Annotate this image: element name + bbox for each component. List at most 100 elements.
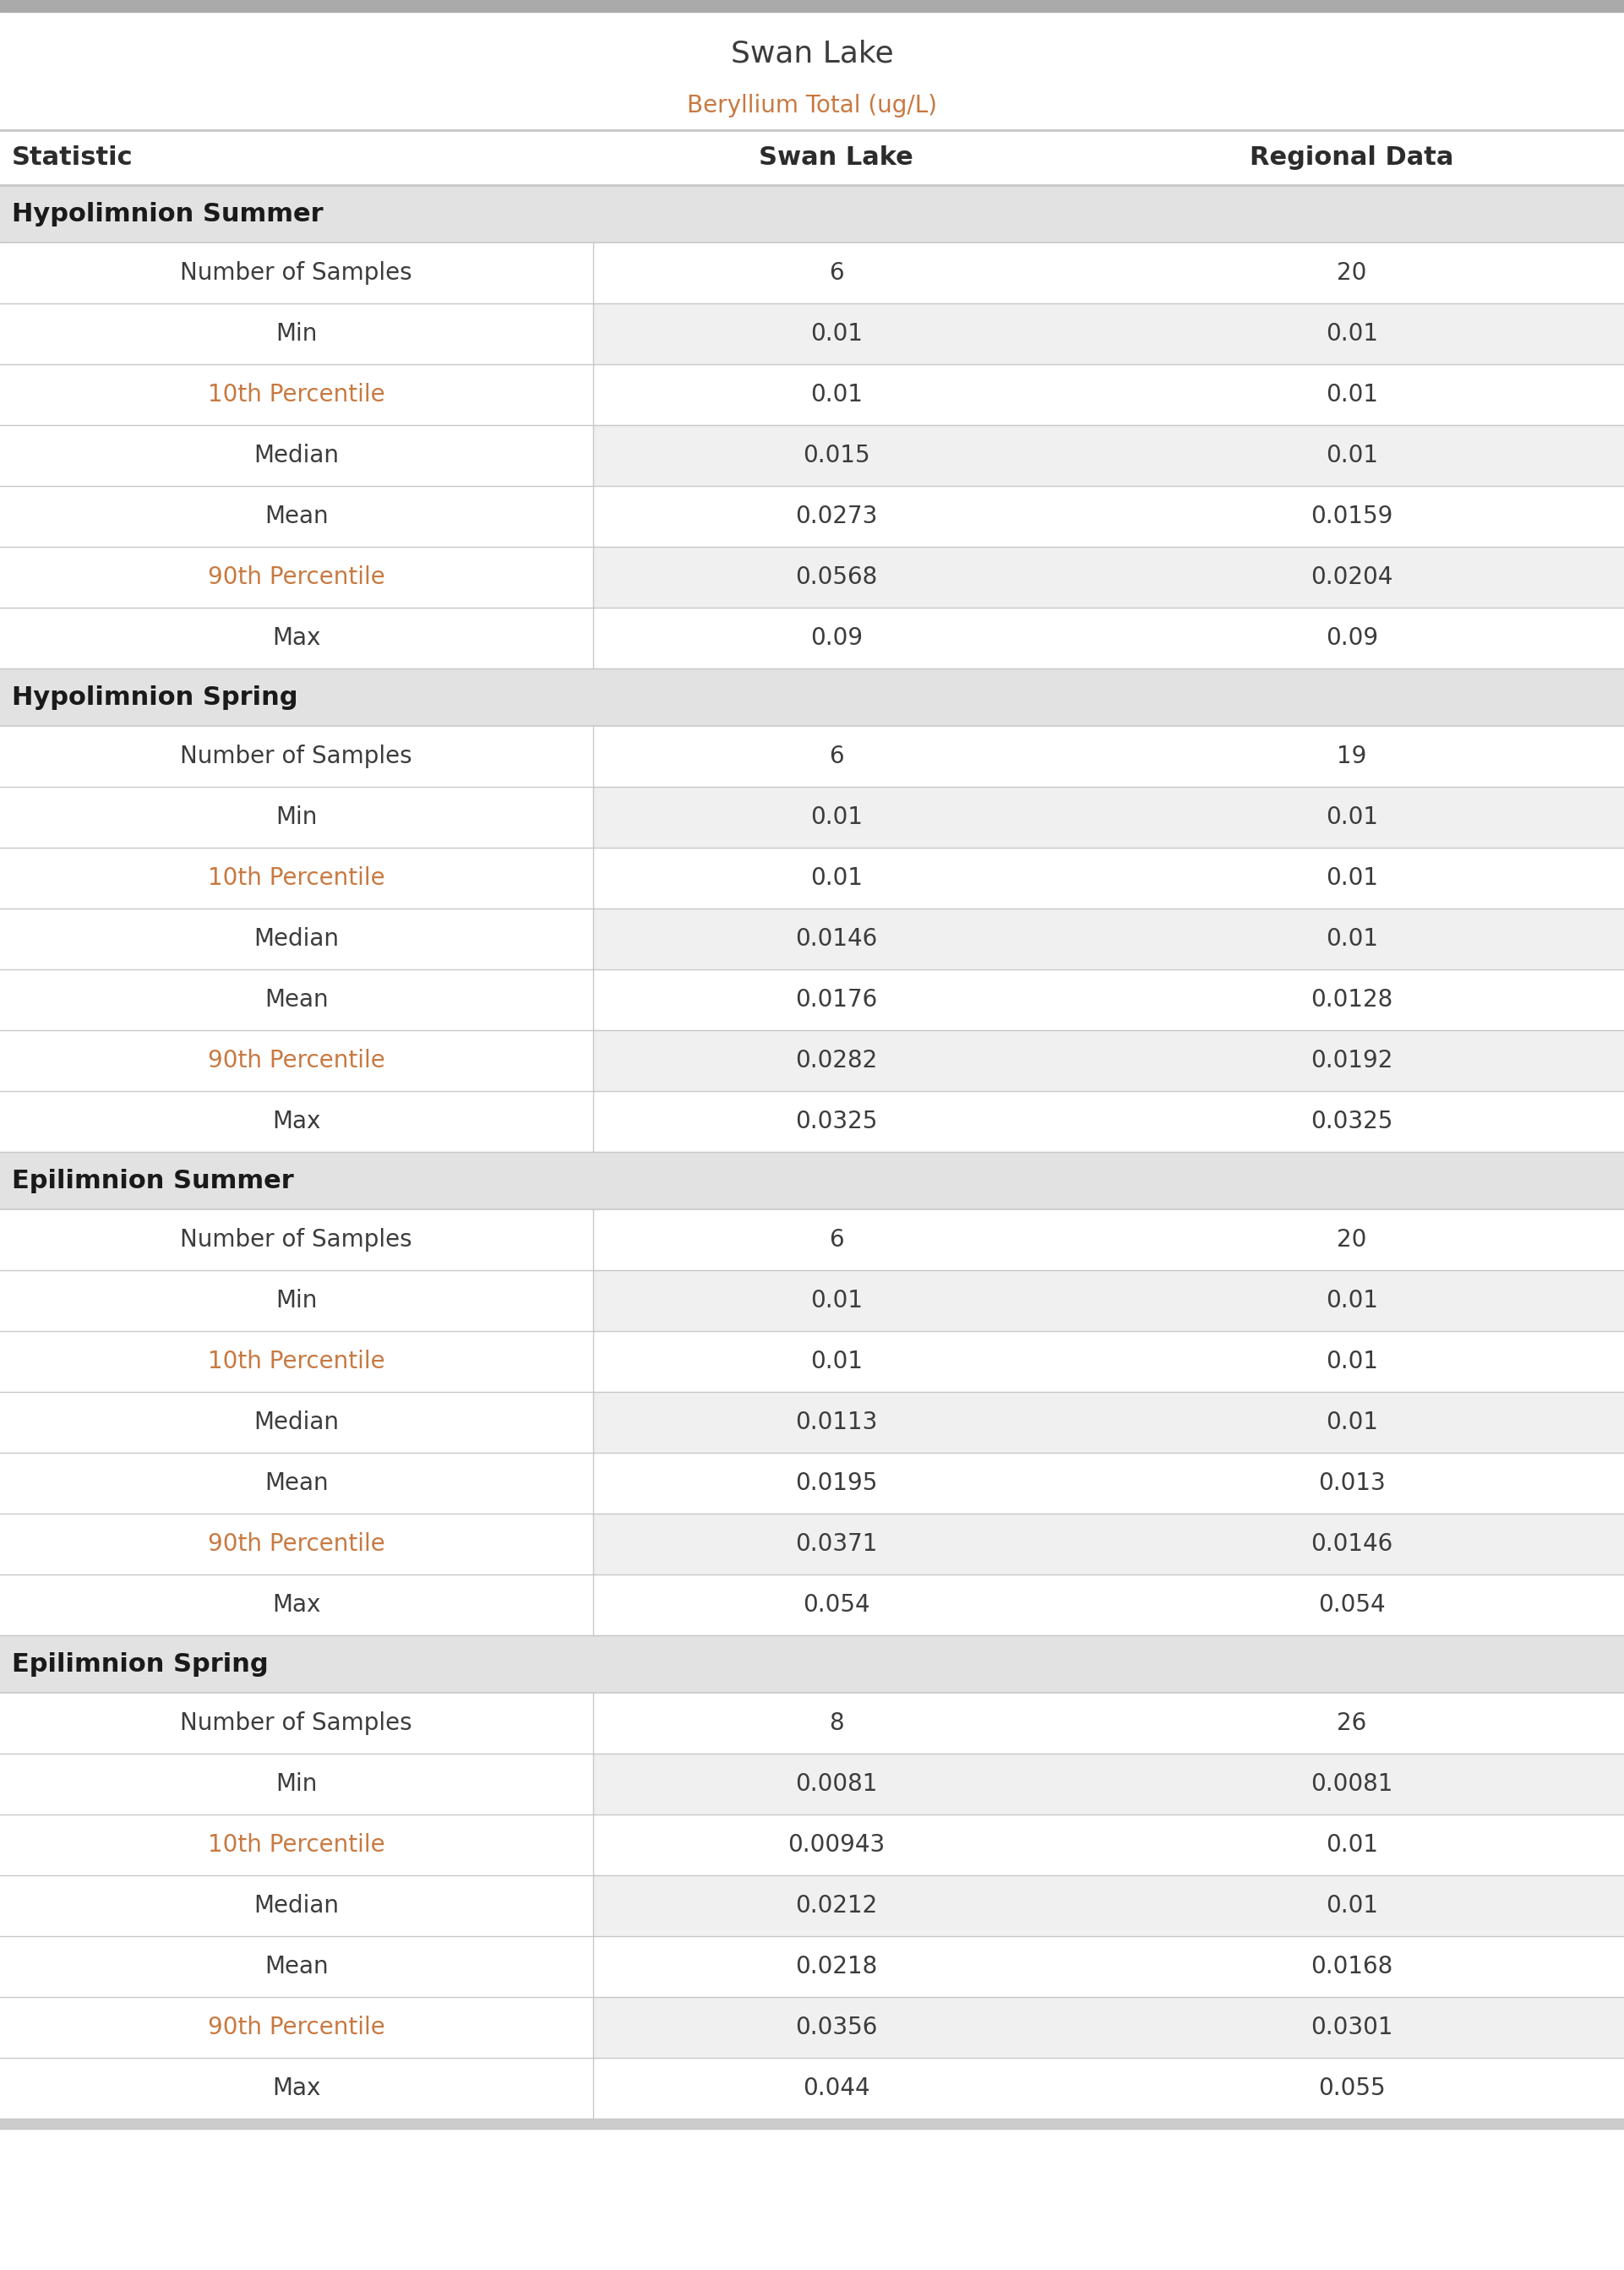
Text: 0.0081: 0.0081	[796, 1773, 877, 1796]
Text: 0.01: 0.01	[1325, 1834, 1379, 1857]
Bar	[0, 969, 593, 1031]
Text: 0.054: 0.054	[1319, 1594, 1385, 1616]
Bar	[0, 186, 1624, 243]
Text: 0.0282: 0.0282	[796, 1049, 877, 1071]
Text: 10th Percentile: 10th Percentile	[208, 867, 385, 890]
Text: Median: Median	[253, 1893, 339, 1918]
Bar	[593, 908, 1624, 969]
Text: Median: Median	[253, 926, 339, 951]
Text: Max: Max	[273, 627, 320, 649]
Bar	[593, 1998, 1624, 2059]
Bar	[0, 1031, 593, 1092]
Text: 20: 20	[1337, 1228, 1367, 1251]
Text: Statistic: Statistic	[11, 145, 133, 170]
Text: Mean: Mean	[265, 987, 328, 1012]
Text: 0.01: 0.01	[1325, 867, 1379, 890]
Bar	[593, 2059, 1624, 2118]
Bar	[593, 1693, 1624, 1755]
Text: 0.0113: 0.0113	[796, 1410, 877, 1435]
Text: 0.0176: 0.0176	[796, 987, 877, 1012]
Text: Number of Samples: Number of Samples	[180, 1228, 412, 1251]
Bar	[593, 363, 1624, 424]
Text: 0.0128: 0.0128	[1311, 987, 1393, 1012]
Text: 0.01: 0.01	[1325, 806, 1379, 829]
Bar	[0, 1392, 593, 1453]
Text: 0.0218: 0.0218	[796, 1954, 877, 1979]
Text: Median: Median	[253, 1410, 339, 1435]
Text: 26: 26	[1337, 1712, 1367, 1734]
Text: 0.054: 0.054	[802, 1594, 870, 1616]
Bar	[0, 486, 593, 547]
Text: 0.055: 0.055	[1319, 2077, 1385, 2100]
Text: Mean: Mean	[265, 504, 328, 529]
Text: 0.01: 0.01	[810, 1351, 862, 1373]
Bar	[0, 788, 593, 847]
Bar	[593, 1453, 1624, 1514]
Text: 10th Percentile: 10th Percentile	[208, 384, 385, 406]
Text: Max: Max	[273, 2077, 320, 2100]
Text: 90th Percentile: 90th Percentile	[208, 2016, 385, 2038]
Text: 6: 6	[828, 261, 844, 284]
Bar	[0, 1875, 593, 1936]
Bar	[593, 1392, 1624, 1453]
Text: 0.0371: 0.0371	[796, 1532, 877, 1555]
Text: 90th Percentile: 90th Percentile	[208, 1532, 385, 1555]
Bar	[593, 243, 1624, 304]
Bar	[0, 1271, 593, 1330]
Text: 0.01: 0.01	[1325, 1351, 1379, 1373]
Text: 0.01: 0.01	[810, 867, 862, 890]
Bar	[593, 726, 1624, 788]
Bar	[593, 1330, 1624, 1392]
Bar	[0, 2059, 593, 2118]
Text: Number of Samples: Number of Samples	[180, 1712, 412, 1734]
Bar	[0, 363, 593, 424]
Text: 0.0568: 0.0568	[796, 565, 877, 588]
Text: 6: 6	[828, 1228, 844, 1251]
Bar	[0, 2118, 1624, 2129]
Text: 0.01: 0.01	[810, 806, 862, 829]
Text: 0.0195: 0.0195	[796, 1471, 877, 1496]
Text: Number of Samples: Number of Samples	[180, 261, 412, 284]
Text: 8: 8	[828, 1712, 844, 1734]
Text: 0.01: 0.01	[1325, 926, 1379, 951]
Bar	[0, 1210, 593, 1271]
Text: 0.0325: 0.0325	[796, 1110, 877, 1133]
Bar	[593, 788, 1624, 847]
Bar	[0, 1151, 1624, 1210]
Text: 0.09: 0.09	[810, 627, 862, 649]
Text: Hypolimnion Spring: Hypolimnion Spring	[11, 686, 297, 711]
Text: 10th Percentile: 10th Percentile	[208, 1351, 385, 1373]
Text: Min: Min	[276, 1289, 317, 1312]
Bar	[0, 304, 593, 363]
Bar	[593, 1271, 1624, 1330]
Bar	[0, 1092, 593, 1151]
Text: 90th Percentile: 90th Percentile	[208, 1049, 385, 1071]
Text: 0.044: 0.044	[802, 2077, 870, 2100]
Bar	[593, 486, 1624, 547]
Bar	[593, 847, 1624, 908]
Bar	[0, 1330, 593, 1392]
Bar	[593, 1755, 1624, 1814]
Text: Min: Min	[276, 322, 317, 345]
Bar	[593, 1210, 1624, 1271]
Text: 10th Percentile: 10th Percentile	[208, 1834, 385, 1857]
Text: 0.01: 0.01	[1325, 1289, 1379, 1312]
Text: 0.01: 0.01	[810, 1289, 862, 1312]
Text: 20: 20	[1337, 261, 1367, 284]
Bar	[0, 1755, 593, 1814]
Bar	[0, 908, 593, 969]
Text: 0.013: 0.013	[1319, 1471, 1385, 1496]
Text: Swan Lake: Swan Lake	[758, 145, 914, 170]
Bar	[0, 1575, 593, 1634]
Text: 0.01: 0.01	[810, 384, 862, 406]
Text: 0.00943: 0.00943	[788, 1834, 885, 1857]
Bar	[0, 0, 1624, 11]
Text: Max: Max	[273, 1110, 320, 1133]
Bar	[0, 1514, 593, 1575]
Bar	[0, 1693, 593, 1755]
Text: 90th Percentile: 90th Percentile	[208, 565, 385, 588]
Text: 0.0146: 0.0146	[1311, 1532, 1393, 1555]
Bar	[0, 1998, 593, 2059]
Text: 0.01: 0.01	[810, 322, 862, 345]
Bar	[0, 11, 1624, 129]
